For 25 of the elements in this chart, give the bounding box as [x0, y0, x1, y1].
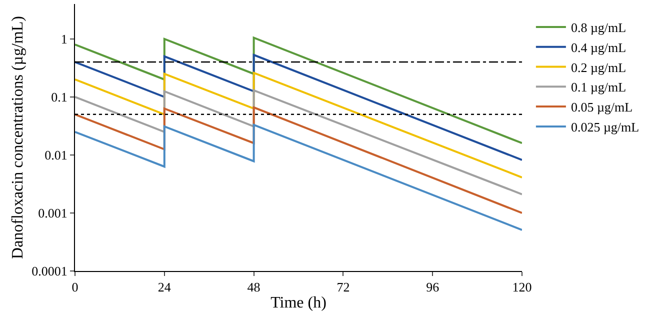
y-tick-label: 0.1 [51, 90, 68, 104]
line-series [75, 72, 522, 178]
x-tick-label: 96 [426, 280, 440, 295]
legend-label: 0.8 µg/mL [570, 20, 626, 36]
legend-label: 0.4 µg/mL [570, 40, 626, 55]
x-tick-label: 48 [247, 280, 260, 295]
y-tick-label: 0.0001 [32, 264, 68, 279]
legend-label: 0.2 µg/mL [570, 60, 626, 75]
x-tick-label: 24 [158, 280, 172, 295]
y-tick-label: 0.001 [38, 206, 68, 221]
line-series [75, 54, 522, 161]
line-series [75, 36, 522, 144]
x-tick-label: 72 [336, 280, 350, 295]
x-tick-label: 120 [512, 280, 532, 295]
y-axis-title: Danofloxacin concentrations (µg/mL) [10, 16, 27, 259]
legend-label: 0.1 µg/mL [570, 80, 626, 95]
y-tick-label: 0.01 [44, 148, 68, 163]
x-axis-title: Time (h) [270, 294, 326, 312]
legend-label: 0.05 µg/mL [570, 100, 633, 115]
line-series [75, 106, 522, 214]
x-tick-label: 0 [72, 280, 78, 295]
line-series [75, 124, 522, 231]
legend-label: 0.025 µg/mL [570, 120, 640, 135]
line-series [75, 89, 522, 196]
y-tick-label: 1 [60, 31, 68, 46]
